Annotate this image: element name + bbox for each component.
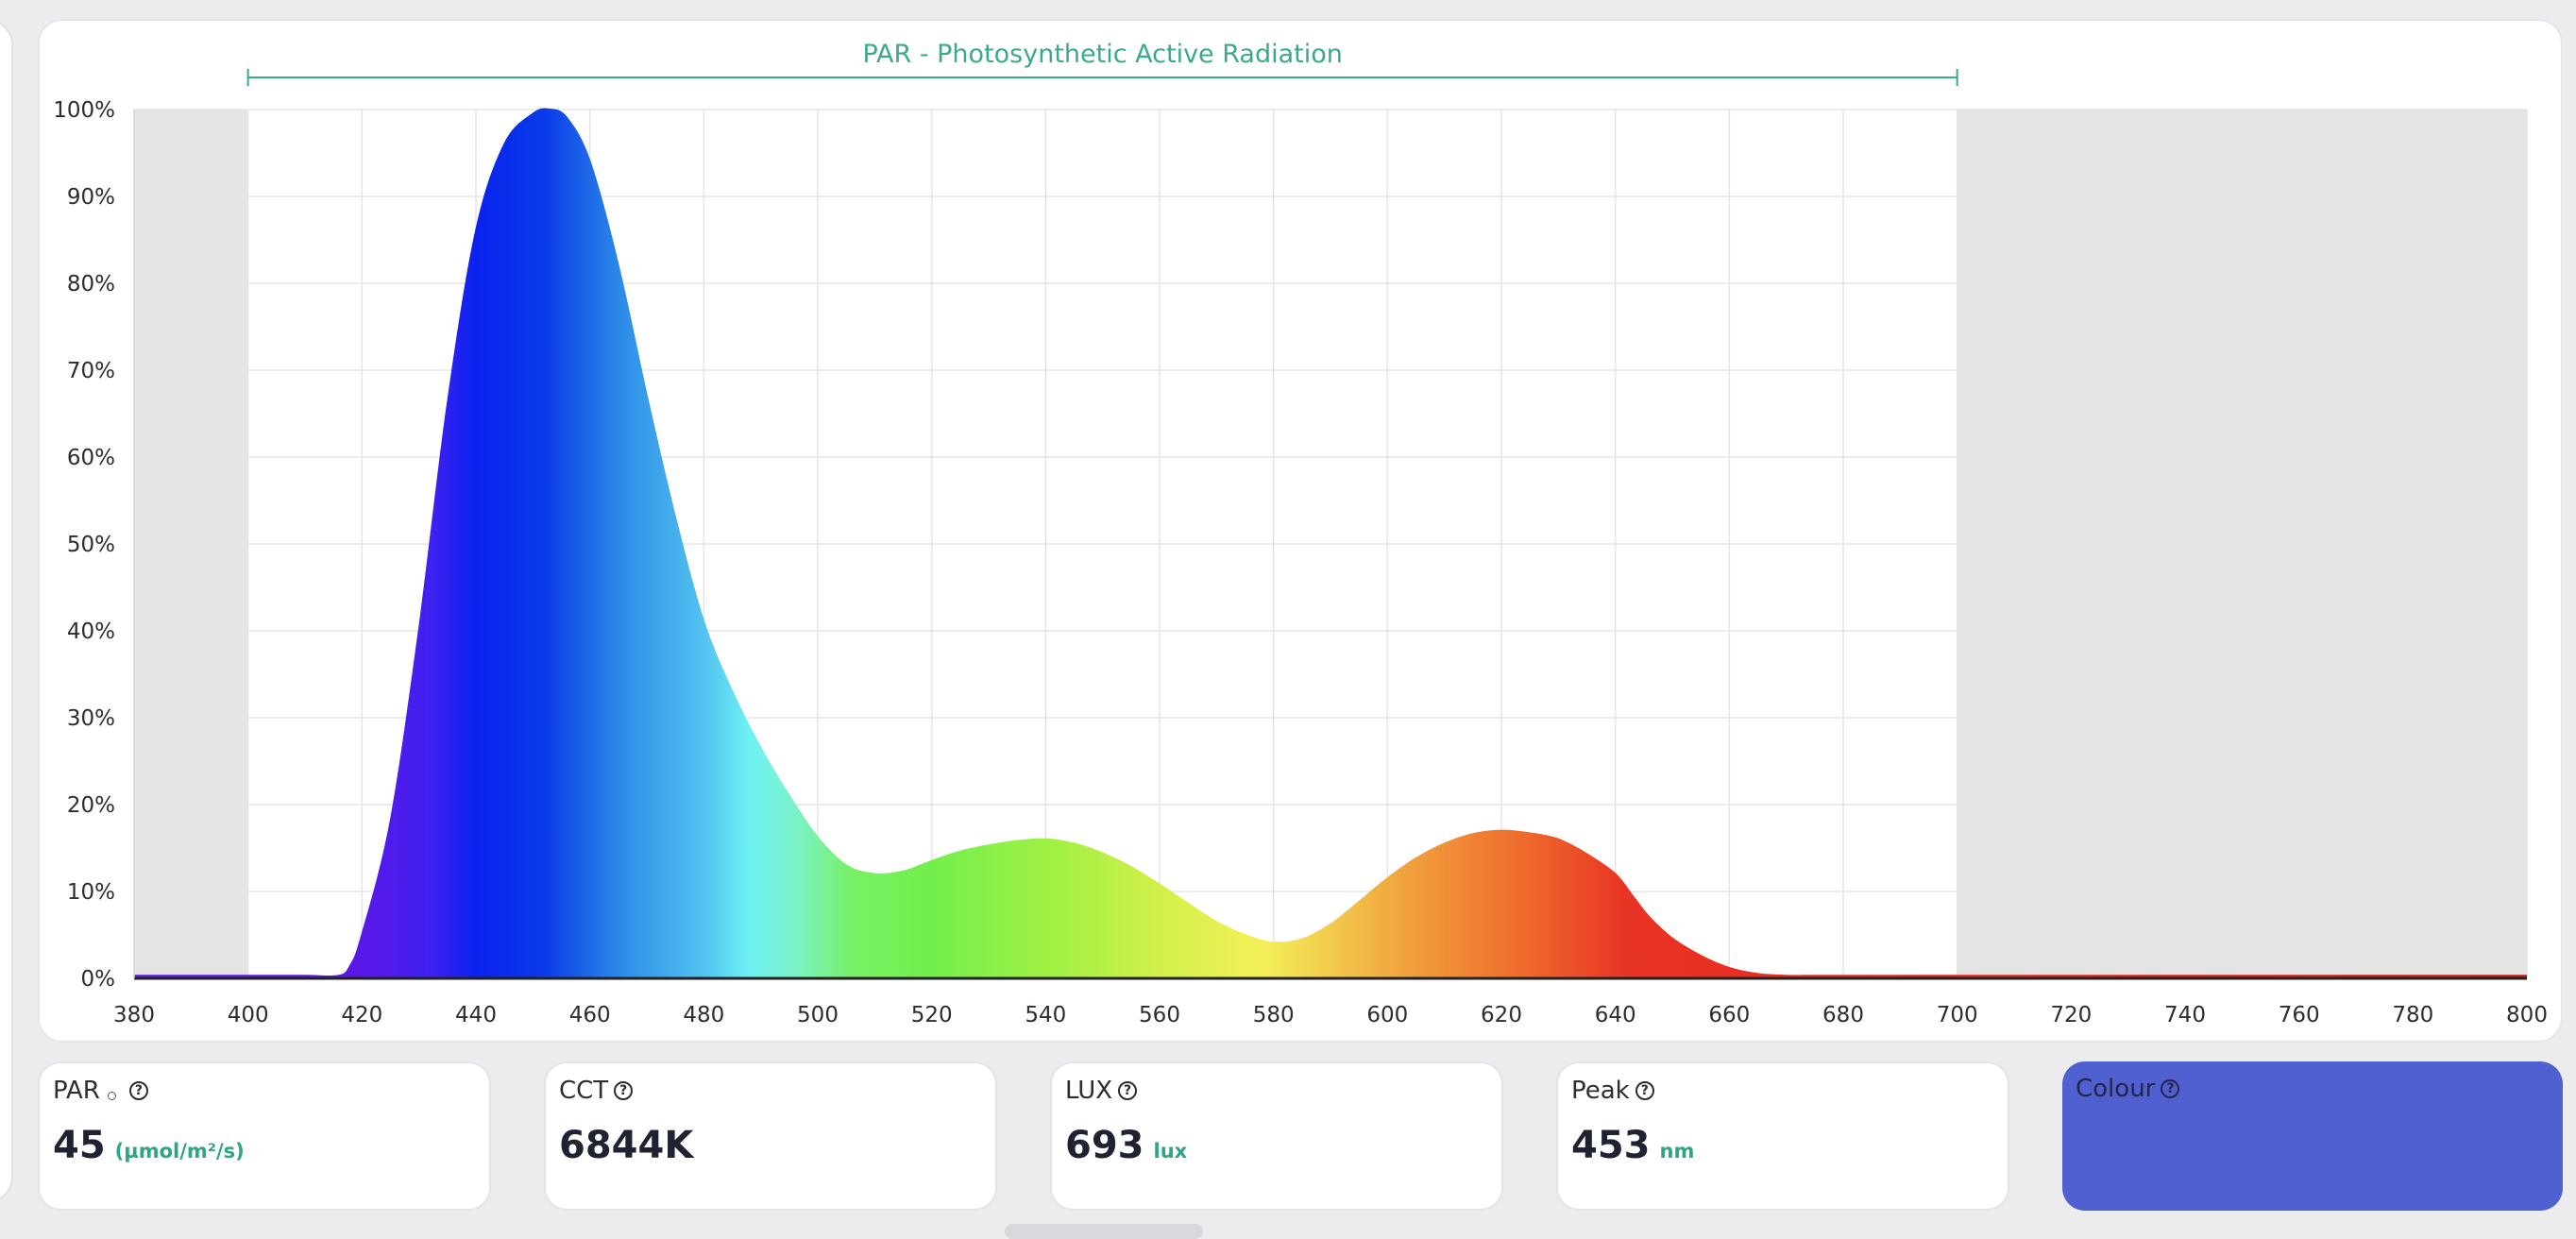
- x-tick-label: 640: [1595, 1003, 1636, 1027]
- spectrum-area: [134, 109, 2527, 978]
- x-tick-label: 720: [2050, 1003, 2092, 1027]
- x-tick-label: 520: [911, 1003, 953, 1027]
- peak-unit: nm: [1659, 1140, 1695, 1163]
- x-tick-label: 560: [1139, 1003, 1180, 1027]
- spectrum-line: [134, 108, 2527, 978]
- lux-unit: lux: [1153, 1140, 1188, 1163]
- spectrum-chart: 0% 10% 20% 30% 40% 50% 60% 70% 80% 90% 100% 380 400 4…: [53, 40, 2548, 1027]
- lux-stat-card: LUX ? 693 lux: [1050, 1061, 1503, 1211]
- help-icon[interactable]: ?: [1635, 1081, 1654, 1100]
- y-tick-label: 90%: [67, 185, 115, 210]
- x-tick-label: 780: [2392, 1003, 2433, 1027]
- colour-label-row: Colour ?: [2076, 1075, 2180, 1103]
- y-tick-label: 80%: [67, 272, 115, 297]
- y-tick-label: 0%: [81, 967, 116, 992]
- help-icon[interactable]: ?: [614, 1081, 634, 1100]
- peak-label: Peak: [1571, 1077, 1630, 1105]
- chart-title: PAR - Photosynthetic Active Radiation: [862, 40, 1342, 69]
- par-unit: (µmol/m²/s): [114, 1140, 245, 1163]
- cct-value: 6844K: [559, 1124, 694, 1167]
- y-tick-label: 30%: [67, 706, 115, 731]
- colour-stat-card: Colour ?: [2062, 1061, 2563, 1211]
- x-tick-label: 680: [1822, 1003, 1864, 1027]
- lux-value-row: 693 lux: [1065, 1124, 1187, 1167]
- par-label: PAR: [53, 1077, 100, 1105]
- y-tick-label: 20%: [67, 793, 115, 818]
- help-icon[interactable]: ?: [128, 1081, 148, 1100]
- x-tick-label: 760: [2279, 1003, 2320, 1027]
- x-tick-label: 600: [1366, 1003, 1408, 1027]
- cct-label-row: CCT ?: [559, 1077, 634, 1105]
- cct-label: CCT: [559, 1077, 609, 1105]
- x-tick-label: 740: [2164, 1003, 2206, 1027]
- lux-label-row: LUX ?: [1065, 1077, 1138, 1105]
- cct-stat-card: CCT ? 6844K: [544, 1061, 997, 1211]
- help-icon[interactable]: ?: [2161, 1079, 2180, 1098]
- x-tick-label: 460: [569, 1003, 611, 1027]
- y-tick-label: 50%: [67, 533, 115, 557]
- peak-label-row: Peak ?: [1571, 1077, 1654, 1105]
- x-tick-label: 400: [228, 1003, 269, 1027]
- y-tick-label: 10%: [67, 880, 115, 905]
- cct-value-row: 6844K: [559, 1124, 693, 1167]
- x-tick-label: 620: [1481, 1003, 1522, 1027]
- x-tick-label: 380: [113, 1003, 155, 1027]
- x-tick-label: 420: [341, 1003, 382, 1027]
- left-panel-edge: [0, 19, 13, 1203]
- colour-label: Colour: [2076, 1075, 2156, 1103]
- par-value-row: 45 (µmol/m²/s): [53, 1124, 245, 1167]
- lux-value: 693: [1065, 1124, 1144, 1167]
- x-tick-label: 440: [455, 1003, 497, 1027]
- help-icon[interactable]: ?: [1118, 1081, 1138, 1100]
- y-tick-label: 60%: [67, 446, 115, 470]
- par-stat-card: PAR ? 45 (µmol/m²/s): [38, 1061, 491, 1211]
- x-tick-label: 580: [1253, 1003, 1295, 1027]
- peak-stat-card: Peak ? 453 nm: [1556, 1061, 2009, 1211]
- par-label-row: PAR ?: [53, 1077, 148, 1105]
- x-tick-label: 480: [683, 1003, 724, 1027]
- y-tick-label: 100%: [53, 98, 115, 123]
- x-tick-label: 660: [1708, 1003, 1750, 1027]
- small-circle-icon: [107, 1091, 116, 1100]
- scroll-handle[interactable]: [1005, 1224, 1203, 1239]
- peak-value-row: 453 nm: [1571, 1124, 1694, 1167]
- peak-value: 453: [1571, 1124, 1651, 1167]
- x-tick-label: 540: [1025, 1003, 1066, 1027]
- x-tick-label: 500: [797, 1003, 839, 1027]
- y-tick-label: 70%: [67, 359, 115, 383]
- lux-label: LUX: [1065, 1077, 1113, 1105]
- x-tick-label: 800: [2506, 1003, 2548, 1027]
- y-tick-label: 40%: [67, 620, 115, 644]
- par-value: 45: [53, 1124, 106, 1167]
- x-tick-label: 700: [1937, 1003, 1978, 1027]
- spectrum-chart-card: 0% 10% 20% 30% 40% 50% 60% 70% 80% 90% 100% 380 400 4…: [38, 19, 2563, 1043]
